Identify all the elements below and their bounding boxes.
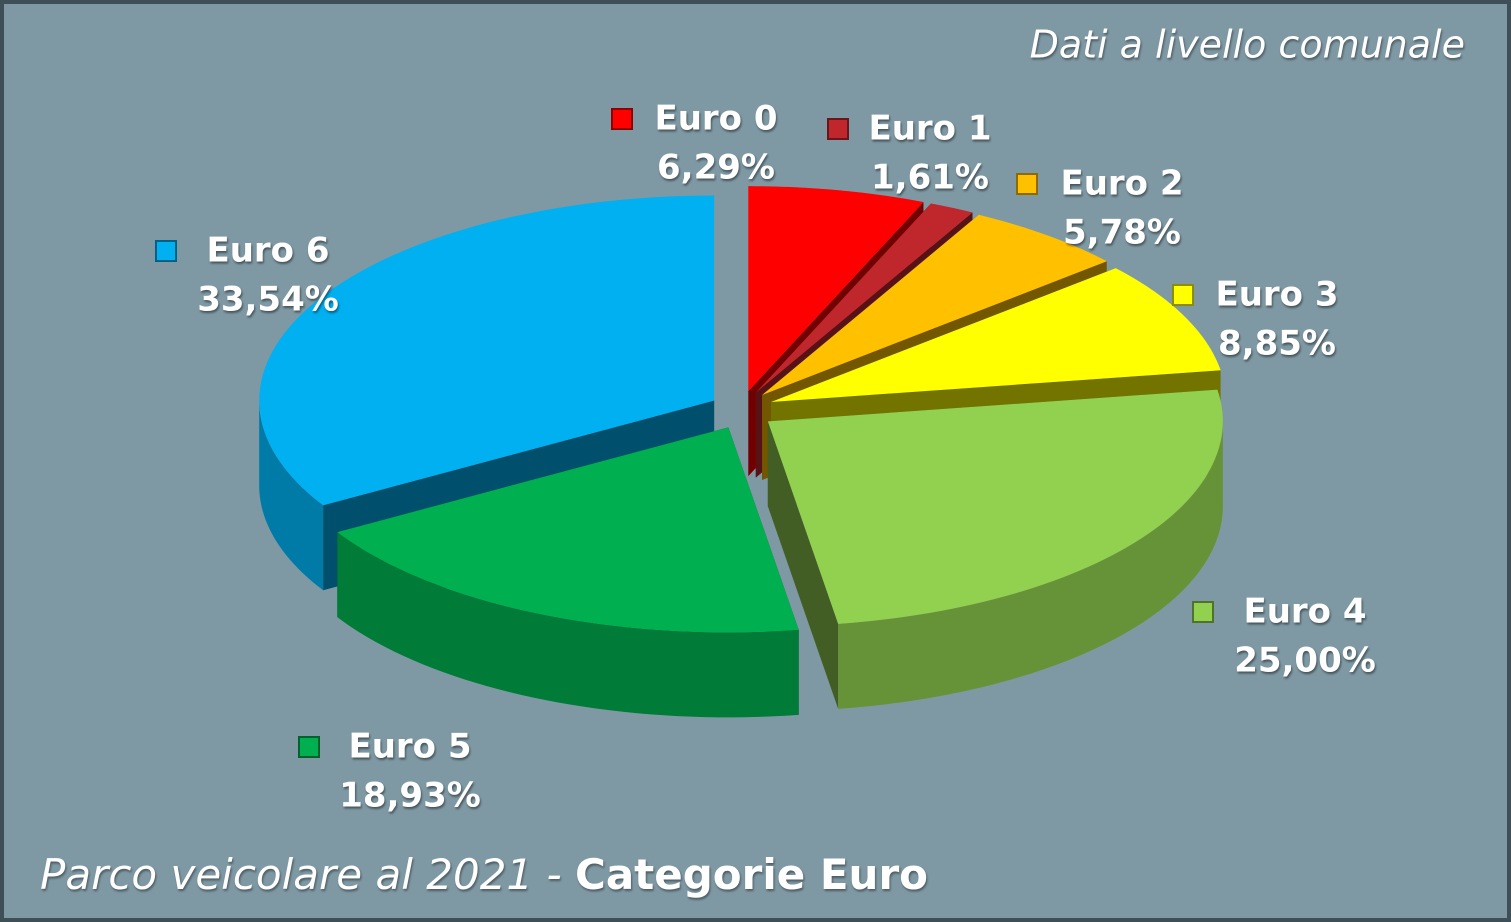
- legend-marker: [827, 118, 849, 140]
- legend-marker: [1172, 284, 1194, 306]
- subtitle: Dati a livello comunale: [1030, 23, 1465, 67]
- slice-wall: [337, 532, 799, 718]
- slice: [259, 195, 715, 506]
- category-label: Euro 3: [1215, 275, 1338, 315]
- value-label: 18,93%: [339, 776, 481, 816]
- value-label: 25,00%: [1234, 641, 1376, 681]
- category-label: Euro 4: [1243, 592, 1366, 632]
- slice-wall: [838, 421, 1223, 709]
- pie: [259, 186, 1223, 718]
- category-label: Euro 0: [654, 99, 777, 139]
- value-label: 5,78%: [1063, 213, 1181, 253]
- legend-marker: [1192, 601, 1214, 623]
- legend-marker: [298, 736, 320, 758]
- slice-side: [767, 421, 839, 709]
- category-label: Euro 1: [868, 109, 991, 149]
- legend-marker: [611, 108, 633, 130]
- slice: [748, 186, 924, 392]
- slice: [337, 427, 799, 633]
- legend-marker: [155, 240, 177, 262]
- category-label: Euro 5: [348, 727, 471, 767]
- title-bold: Categorie Euro: [575, 850, 928, 899]
- title-italic: Parco veicolare al 2021 -: [40, 850, 562, 899]
- value-label: 1,61%: [871, 158, 989, 198]
- category-label: Euro 2: [1060, 164, 1183, 204]
- legend-marker: [1016, 173, 1038, 195]
- slice: [767, 389, 1223, 624]
- slice: [755, 203, 973, 393]
- slice: [762, 214, 1107, 396]
- slice-wall: [259, 400, 324, 591]
- chart-title: Parco veicolare al 2021 - Categorie Euro: [40, 850, 928, 899]
- value-label: 33,54%: [197, 280, 339, 320]
- category-label: Euro 6: [206, 231, 329, 271]
- slice: [771, 268, 1221, 402]
- value-label: 6,29%: [657, 148, 775, 188]
- value-label: 8,85%: [1218, 324, 1336, 364]
